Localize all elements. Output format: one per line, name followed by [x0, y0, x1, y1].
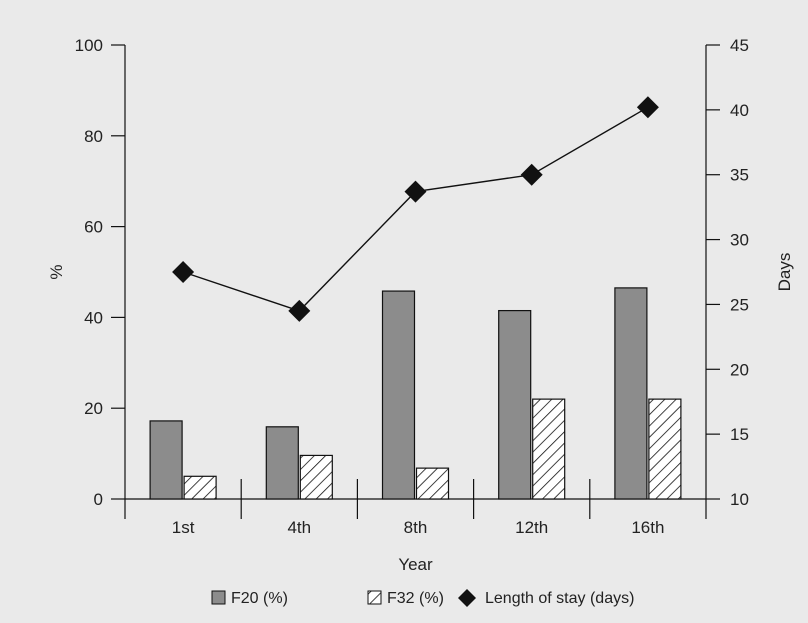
- legend: F20 (%) F32 (%) Length of stay (days): [211, 589, 634, 607]
- f20-bar: [149, 420, 183, 500]
- right-tick-label: 20: [730, 360, 749, 379]
- x-tick-label: 4th: [287, 518, 311, 537]
- length-of-stay-marker: [404, 180, 427, 203]
- f32-bar: [648, 398, 682, 500]
- x-axis-title: Year: [398, 555, 433, 574]
- legend-f32-label: F32 (%): [387, 590, 444, 607]
- left-tick-label: 80: [84, 127, 103, 146]
- left-tick-label: 60: [84, 218, 103, 237]
- f20-bar: [614, 287, 648, 500]
- left-tick-label: 20: [84, 399, 103, 418]
- f20-bar: [265, 426, 299, 500]
- legend-f20-label: F20 (%): [231, 590, 288, 607]
- legend-stay-label: Length of stay (days): [485, 590, 634, 607]
- legend-f32-swatch: [367, 590, 382, 605]
- length-of-stay-series: [172, 96, 659, 322]
- left-tick-label: 40: [84, 308, 103, 327]
- left-tick-label: 0: [94, 490, 103, 509]
- f20-bar: [381, 290, 416, 500]
- f32-bar: [183, 475, 217, 500]
- f32-bar: [532, 398, 566, 500]
- right-tick-label: 40: [730, 101, 749, 120]
- axes: 0 20 40 60 80 100 10 15 20 25 30 35 40 45 1st 4th 8th 12t…: [47, 36, 794, 574]
- x-tick-label: 8th: [404, 518, 428, 537]
- right-tick-label: 25: [730, 295, 749, 314]
- left-tick-label: 100: [75, 36, 103, 55]
- x-tick-label: 1st: [172, 518, 195, 537]
- right-tick-label: 10: [730, 490, 749, 509]
- length-of-stay-line: [182, 106, 649, 312]
- legend-f20-swatch: [211, 590, 226, 605]
- right-tick-label: 15: [730, 425, 749, 444]
- right-axis-title: Days: [775, 253, 794, 292]
- f32-bar: [415, 467, 450, 500]
- left-axis-title: %: [47, 264, 66, 279]
- right-tick-label: 30: [730, 231, 749, 250]
- legend-stay-swatch: [458, 589, 476, 607]
- right-tick-label: 45: [730, 36, 749, 55]
- length-of-stay-marker: [288, 299, 311, 322]
- bars: [149, 287, 682, 500]
- x-tick-label: 12th: [515, 518, 548, 537]
- f20-bar: [498, 309, 532, 500]
- length-of-stay-marker: [636, 96, 659, 119]
- x-tick-label: 16th: [631, 518, 664, 537]
- length-of-stay-marker: [520, 163, 543, 186]
- length-of-stay-marker: [172, 261, 195, 283]
- right-tick-label: 35: [730, 166, 749, 185]
- f32-bar: [299, 454, 333, 500]
